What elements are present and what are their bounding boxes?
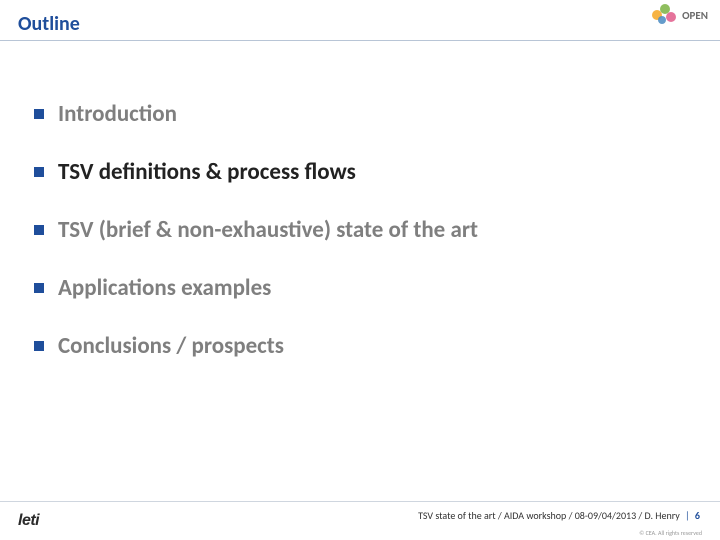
- list-item: Conclusions / prospects: [34, 332, 680, 360]
- bullet-icon: [34, 341, 44, 351]
- footer-separator: |: [685, 509, 690, 522]
- bullet-icon: [34, 109, 44, 119]
- top-logo-text: OPEN: [682, 9, 708, 22]
- list-item-label: Introduction: [58, 100, 177, 128]
- page-number: 6: [695, 509, 700, 522]
- footer-text: TSV state of the art / AIDA workshop / 0…: [418, 509, 700, 522]
- bullet-icon: [34, 167, 44, 177]
- list-item: Introduction: [34, 100, 680, 128]
- list-item-label: Applications examples: [58, 274, 271, 302]
- open-orb-icon: [652, 4, 678, 26]
- list-item-label: Conclusions / prospects: [58, 332, 284, 360]
- list-item: TSV (brief & non-exhaustive) state of th…: [34, 216, 680, 244]
- list-item: TSV definitions & process flows: [34, 158, 680, 186]
- page-title: Outline: [18, 12, 80, 36]
- outline-list: Introduction TSV definitions & process f…: [34, 100, 680, 390]
- list-item-label: TSV definitions & process flows: [58, 158, 356, 186]
- slide: Outline OPEN Introduction TSV definition…: [0, 0, 720, 540]
- bottom-logo: leti: [18, 512, 39, 530]
- bullet-icon: [34, 225, 44, 235]
- footer-caption: TSV state of the art / AIDA workshop / 0…: [418, 509, 680, 522]
- top-logo: OPEN: [652, 4, 708, 26]
- footer-divider: [0, 501, 720, 502]
- bullet-icon: [34, 283, 44, 293]
- list-item-label: TSV (brief & non-exhaustive) state of th…: [58, 216, 478, 244]
- list-item: Applications examples: [34, 274, 680, 302]
- copyright-text: © CEA. All rights reserved: [639, 529, 702, 537]
- title-underline: [0, 40, 720, 41]
